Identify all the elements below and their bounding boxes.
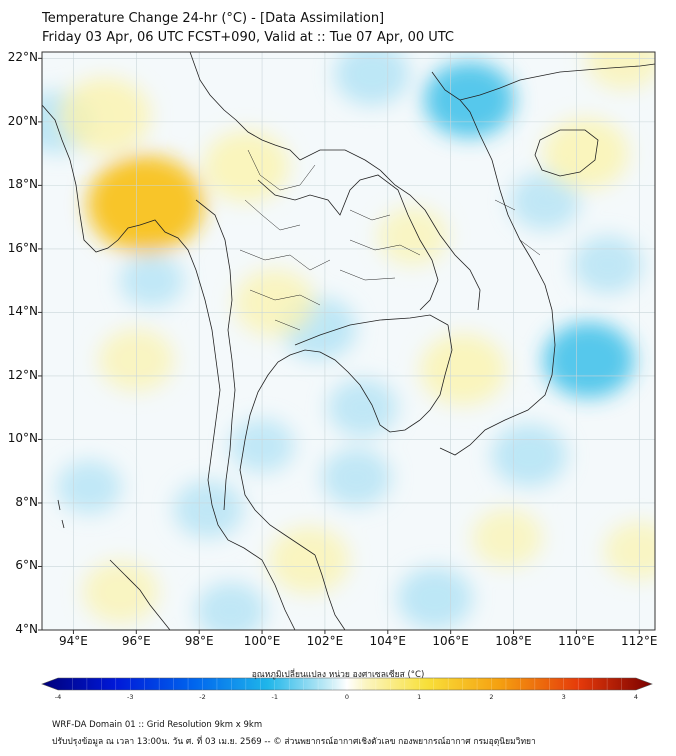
cool-anomaly-area bbox=[397, 567, 473, 630]
lat-label: 4°N bbox=[15, 622, 38, 636]
lon-label: 96°E bbox=[121, 634, 151, 648]
map-plot-frame bbox=[41, 51, 656, 631]
warm-anomaly-area bbox=[472, 508, 543, 567]
border-thailand-cambodia bbox=[294, 314, 449, 346]
lon-label: 110°E bbox=[558, 634, 595, 648]
coastline-myanmar-west bbox=[42, 104, 296, 630]
border-laos-vietnam bbox=[299, 149, 481, 311]
warm-anomaly-area bbox=[82, 560, 159, 624]
colorbar-title: อุณหภูมิเปลี่ยนแปลง หน่วย องศาเซลเซียส (… bbox=[251, 670, 425, 680]
warm-anomaly-area bbox=[543, 118, 629, 190]
cool-anomaly-area bbox=[173, 480, 244, 539]
colorbar-tick-label: 1 bbox=[417, 693, 422, 701]
lon-label: 98°E bbox=[184, 634, 214, 648]
cool-anomaly-area bbox=[195, 581, 266, 630]
colorbar bbox=[41, 677, 653, 691]
colorbar-bar bbox=[41, 677, 653, 691]
coastline-sumatra bbox=[109, 559, 171, 630]
lon-label: 102°E bbox=[306, 634, 344, 648]
lon-label: 106°E bbox=[432, 634, 469, 648]
lat-label: 20°N bbox=[7, 113, 38, 128]
colorbar-tick-label: 0 bbox=[344, 693, 350, 701]
border-thailand-myanmar bbox=[195, 199, 236, 511]
lat-label: 18°N bbox=[7, 177, 38, 192]
warm-anomaly-area bbox=[585, 52, 655, 90]
cool-anomaly-area bbox=[119, 253, 185, 308]
warm-anomaly-area bbox=[203, 130, 290, 202]
lon-label: 94°E bbox=[58, 634, 88, 648]
chart-subtitle: Friday 03 Apr, 06 UTC FCST+090, Valid at… bbox=[42, 30, 455, 45]
temperature-anomaly-layer bbox=[42, 52, 655, 630]
cool-anomaly-area bbox=[327, 378, 398, 437]
cool-anomaly-area bbox=[321, 448, 392, 507]
border-thailand-laos bbox=[257, 174, 439, 311]
coastline-south-china bbox=[459, 63, 655, 101]
colorbar-tick-label: 4 bbox=[633, 693, 639, 701]
cool-anomaly-area bbox=[56, 460, 122, 514]
lat-label: 12°N bbox=[7, 367, 38, 382]
colorbar-tick-label: -4 bbox=[54, 693, 62, 701]
warm-anomaly-area bbox=[604, 521, 655, 580]
colorbar-tick-label: -3 bbox=[127, 693, 134, 701]
country-borders bbox=[42, 52, 655, 630]
hainan-island bbox=[534, 129, 599, 177]
cool-anomaly-area bbox=[509, 172, 580, 231]
lon-label: 108°E bbox=[495, 634, 532, 648]
warm-anomaly-area bbox=[269, 526, 350, 594]
provincial-boundaries bbox=[239, 149, 541, 331]
warm-anomaly-area bbox=[87, 155, 205, 254]
lon-label: 104°E bbox=[369, 634, 407, 648]
lat-label: 6°N bbox=[15, 558, 38, 573]
andaman-islands bbox=[57, 499, 65, 529]
warm-anomaly-area bbox=[59, 77, 151, 154]
coastline-gulf-of-thailand bbox=[239, 349, 421, 556]
lat-label: 22°N bbox=[7, 50, 38, 65]
border-myanmar-china bbox=[189, 52, 301, 161]
lon-label: 100°E bbox=[243, 634, 281, 648]
colorbar-tick-label: -1 bbox=[271, 693, 278, 701]
warm-anomaly-area bbox=[377, 207, 448, 266]
lat-label: 10°N bbox=[7, 431, 38, 446]
lon-label: 112°E bbox=[621, 634, 658, 648]
colorbar-tick-label: 2 bbox=[489, 693, 494, 701]
cool-anomaly-area bbox=[491, 424, 567, 487]
colorbar-tick-label: -2 bbox=[199, 693, 206, 701]
border-cambodia-vietnam bbox=[419, 324, 453, 421]
axis-ticks bbox=[38, 57, 640, 634]
footer-model-info: WRF-DA Domain 01 :: Grid Resolution 9km … bbox=[52, 720, 263, 730]
coastline-vietnam bbox=[431, 71, 556, 456]
lat-label: 14°N bbox=[7, 304, 38, 319]
cool-anomaly-area bbox=[543, 322, 635, 398]
lat-label: 16°N bbox=[7, 240, 38, 255]
colorbar-tick-label: 3 bbox=[561, 693, 566, 701]
warm-anomaly-area bbox=[420, 333, 507, 406]
warm-anomaly-area bbox=[234, 269, 315, 337]
cool-anomaly-area bbox=[424, 61, 515, 138]
chart-title: Temperature Change 24-hr (°C) - [Data As… bbox=[42, 11, 385, 26]
footer-credit: ปรับปรุงข้อมูล ณ เวลา 13:00น. วัน ศ. ที่… bbox=[52, 737, 536, 747]
lat-label: 8°N bbox=[15, 494, 38, 509]
cool-anomaly-area bbox=[334, 52, 410, 106]
cool-anomaly-area bbox=[572, 235, 643, 294]
coastline-malay-peninsula bbox=[314, 554, 346, 630]
